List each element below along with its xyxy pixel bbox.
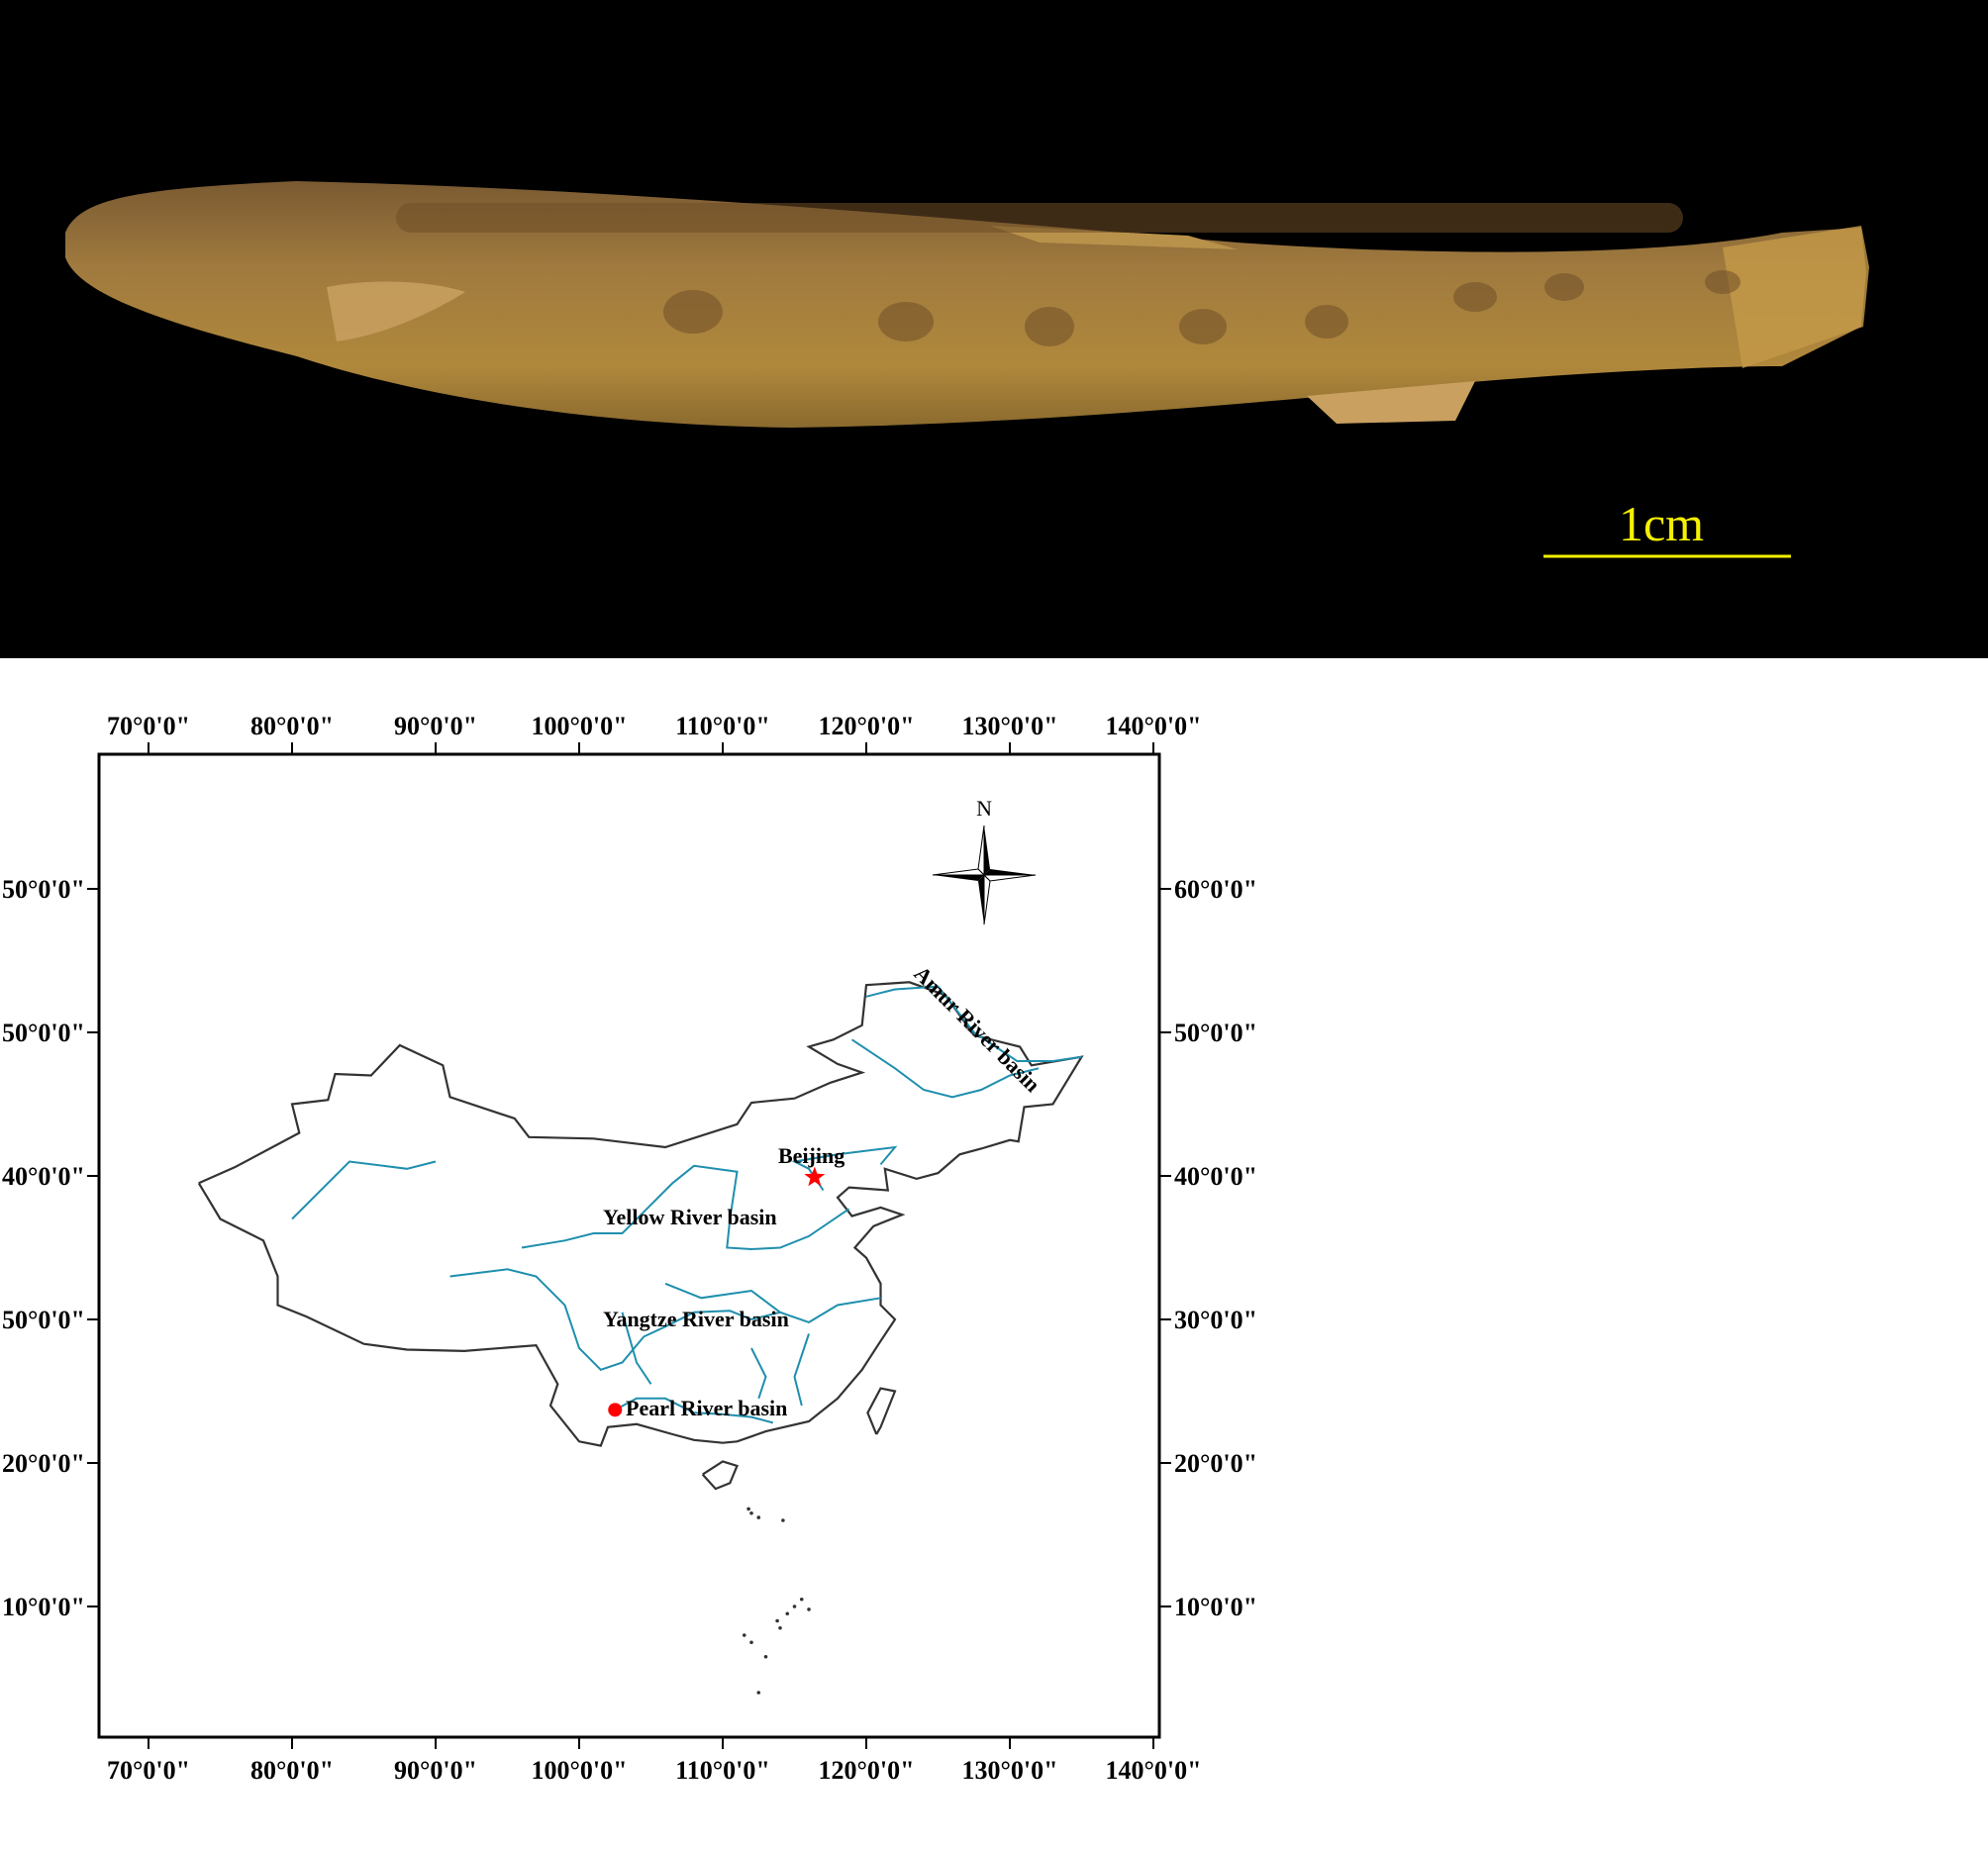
island-dot — [749, 1510, 753, 1515]
island-dot — [756, 1691, 761, 1695]
island-dot — [775, 1618, 779, 1623]
island-dot — [746, 1507, 750, 1511]
amur-river-basin-label: Amur River basin — [909, 961, 1044, 1097]
map-canvas: 70°0'0" 70°0'0" 80°0'0" 80°0'0" 90°0'0" 90°0'… — [2, 712, 1257, 1785]
yangtze-river-basin-label: Yangtze River basin — [603, 1307, 789, 1331]
lon-label-top: 100°0'0" — [531, 712, 627, 740]
yellow-river-basin-label: Yellow River basin — [603, 1205, 777, 1229]
river-line — [614, 1397, 774, 1424]
river-line — [521, 1164, 850, 1251]
lat-label-right: 50°0'0" — [1174, 1019, 1257, 1047]
lon-label-bottom: 100°0'0" — [531, 1756, 627, 1785]
river-line — [850, 1038, 1040, 1099]
map-frame — [97, 752, 1161, 1739]
island-dot — [807, 1607, 811, 1611]
island-dot — [756, 1515, 761, 1519]
island-dot — [749, 1640, 753, 1645]
lon-label-bottom: 70°0'0" — [107, 1756, 190, 1785]
beijing-star-icon — [804, 1166, 826, 1187]
river-line — [750, 1347, 767, 1400]
lon-label-top: 110°0'0" — [675, 712, 770, 740]
taiwan-island — [866, 1387, 897, 1435]
lon-label-top: 140°0'0" — [1105, 712, 1201, 740]
body-blotches — [396, 203, 1740, 346]
distribution-map: 70°0'0" 70°0'0" 80°0'0" 80°0'0" 90°0'0" 90°0'… — [0, 658, 1988, 1844]
north-arrow-icon: N — [932, 796, 1037, 925]
hainan-island — [701, 1460, 739, 1491]
lat-label-left: 50°0'0" — [2, 1306, 85, 1334]
sample-site-dot — [608, 1403, 623, 1417]
lat-label-left: 50°0'0" — [2, 875, 85, 904]
lat-label-right: 20°0'0" — [1174, 1449, 1257, 1478]
south-sea-islands — [742, 1507, 811, 1695]
lon-label-bottom: 130°0'0" — [961, 1756, 1057, 1785]
tail-fin — [1723, 226, 1869, 368]
pearl-river-basin-label: Pearl River basin — [626, 1396, 787, 1420]
lon-label-top: 120°0'0" — [818, 712, 914, 740]
lon-label-bottom: 140°0'0" — [1105, 1756, 1201, 1785]
island-dot — [781, 1518, 785, 1522]
lat-label-right: 60°0'0" — [1174, 875, 1257, 904]
beijing-label: Beijing — [778, 1143, 845, 1168]
lon-label-bottom: 80°0'0" — [250, 1756, 334, 1785]
island-dot — [785, 1611, 790, 1616]
island-dot — [799, 1597, 804, 1602]
lat-label-left: 20°0'0" — [2, 1449, 85, 1478]
lat-label-left: 50°0'0" — [2, 1019, 85, 1047]
fish-specimen-photo: 1cm — [0, 0, 1988, 658]
country-border — [197, 981, 1084, 1447]
compass-north-label: N — [976, 796, 992, 821]
scale-bar-label: 1cm — [1619, 496, 1704, 551]
river-line — [793, 1333, 810, 1407]
river-line — [664, 1282, 781, 1314]
lon-label-top: 80°0'0" — [250, 712, 334, 740]
lat-label-right: 10°0'0" — [1174, 1593, 1257, 1621]
lon-label-top: 130°0'0" — [961, 712, 1057, 740]
island-dot — [792, 1605, 797, 1608]
pectoral-fin — [327, 281, 465, 341]
lat-label-left: 10°0'0" — [2, 1593, 85, 1621]
island-dot — [778, 1625, 782, 1630]
fish-specimen-image: 1cm — [65, 181, 1869, 558]
lon-label-bottom: 110°0'0" — [675, 1756, 770, 1785]
river-line — [621, 1312, 652, 1385]
island-dot — [742, 1633, 746, 1637]
river-line — [791, 1145, 898, 1192]
river-line — [449, 1268, 881, 1371]
island-dot — [763, 1654, 768, 1659]
lon-label-bottom: 120°0'0" — [818, 1756, 914, 1785]
lat-label-right: 30°0'0" — [1174, 1306, 1257, 1334]
lon-label-bottom: 90°0'0" — [394, 1756, 477, 1785]
lat-label-right: 40°0'0" — [1174, 1162, 1257, 1191]
fish-body — [65, 181, 1866, 428]
river-line — [291, 1160, 437, 1220]
river-network — [291, 985, 1082, 1424]
lon-label-top: 90°0'0" — [394, 712, 477, 740]
lat-label-left: 40°0'0" — [2, 1162, 85, 1191]
lon-label-top: 70°0'0" — [107, 712, 190, 740]
anal-fin — [1307, 381, 1475, 424]
river-line — [865, 985, 1082, 1062]
